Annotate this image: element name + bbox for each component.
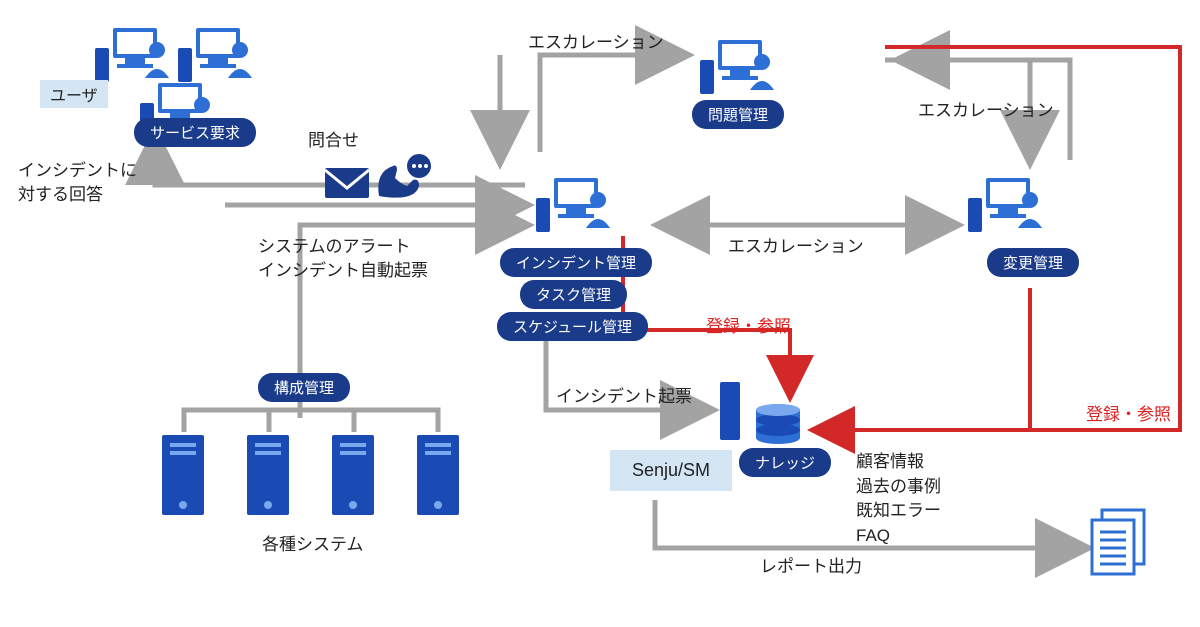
incident-node-icon	[536, 178, 610, 232]
report-icon	[1092, 510, 1144, 574]
kb-line-2: 過去の事例	[856, 475, 941, 500]
label-register-right: 登録・参照	[1086, 400, 1171, 425]
label-escalation-mid: エスカレーション	[728, 232, 864, 257]
edge-change-to-kb	[815, 288, 1030, 430]
edge-servers-bus	[184, 410, 438, 432]
kb-line-4: FAQ	[856, 524, 941, 549]
kb-line-1: 顧客情報	[856, 450, 941, 475]
label-escalation-right: エスカレーション	[918, 96, 1054, 121]
senju-box: Senju/SM	[610, 450, 732, 491]
pill-config-mgmt: 構成管理	[258, 373, 350, 402]
pill-change-mgmt: 変更管理	[987, 248, 1079, 277]
inquiry-icon	[325, 154, 431, 198]
label-register-mid: 登録・参照	[706, 312, 791, 337]
label-response-2: 対する回答	[18, 180, 103, 205]
servers-icon	[162, 435, 459, 515]
change-node-icon	[968, 178, 1042, 232]
label-escalation-top: エスカレーション	[528, 28, 664, 53]
label-response-1: インシデントに	[18, 156, 137, 181]
label-alert-1: システムのアラート	[258, 232, 411, 257]
pill-knowledge: ナレッジ	[739, 448, 831, 477]
pill-schedule-mgmt: スケジュール管理	[497, 312, 648, 341]
label-incident-create: インシデント起票	[556, 382, 692, 407]
problem-node-icon	[700, 40, 774, 94]
knowledge-list: 顧客情報 過去の事例 既知エラー FAQ	[856, 450, 941, 549]
label-inquiry: 問合せ	[308, 126, 359, 151]
label-systems: 各種システム	[262, 530, 364, 555]
user-label: ユーザ	[40, 80, 108, 108]
pill-service-request: サービス要求	[134, 118, 256, 147]
pill-task-mgmt: タスク管理	[520, 280, 627, 309]
pill-incident-mgmt: インシデント管理	[500, 248, 652, 277]
knowledge-node-icon	[720, 382, 800, 444]
pill-problem-mgmt: 問題管理	[692, 100, 784, 129]
kb-line-3: 既知エラー	[856, 499, 941, 524]
label-alert-2: インシデント自動起票	[258, 256, 428, 281]
label-report-out: レポート出力	[760, 552, 862, 577]
edge-escalation-up	[540, 55, 685, 152]
